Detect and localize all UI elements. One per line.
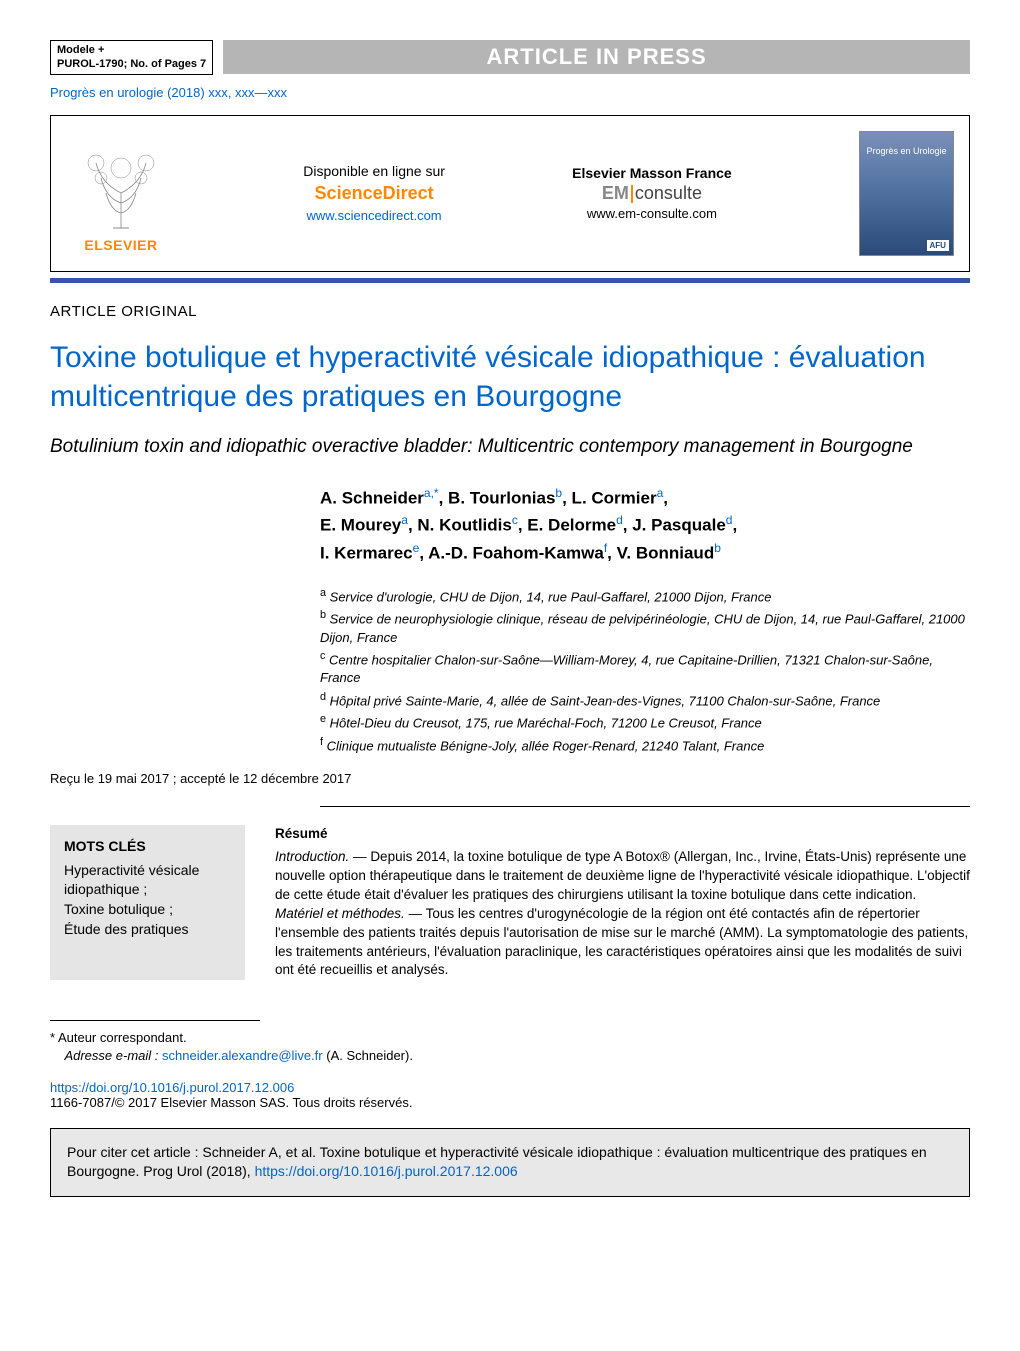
sciencedirect-url[interactable]: www.sciencedirect.com [303, 208, 445, 223]
affiliation-item: e Hôtel-Dieu du Creusot, 175, rue Maréch… [320, 712, 970, 733]
em-masson-label: Elsevier Masson France [572, 165, 732, 181]
cite-doi-link[interactable]: https://doi.org/10.1016/j.purol.2017.12.… [255, 1163, 518, 1179]
elsevier-text: ELSEVIER [84, 237, 157, 253]
affiliation-item: f Clinique mutualiste Bénigne-Joly, allé… [320, 735, 970, 756]
available-label: Disponible en ligne sur [303, 163, 445, 179]
header-bar: Modele + PUROL-1790; No. of Pages 7 ARTI… [50, 40, 970, 75]
keywords-box: MOTS CLÉS Hyperactivité vésicale idiopat… [50, 825, 245, 980]
affiliation-item: d Hôpital privé Sainte-Marie, 4, allée d… [320, 690, 970, 711]
copyright: 1166-7087/© 2017 Elsevier Masson SAS. To… [50, 1095, 412, 1110]
publisher-box: ELSEVIER Disponible en ligne sur Science… [50, 115, 970, 272]
intro-label: Introduction. — [275, 849, 367, 864]
model-line1: Modele + [57, 43, 206, 57]
emconsulte-logo: EM consulte [572, 183, 732, 204]
received-accepted-dates: Reçu le 19 mai 2017 ; accepté le 12 déce… [50, 771, 970, 786]
article-title-en: Botulinium toxin and idiopathic overacti… [50, 434, 970, 460]
doi-block: https://doi.org/10.1016/j.purol.2017.12.… [50, 1080, 970, 1110]
authors-line3: I. Kermarece, A.-D. Foahom-Kamwaf, V. Bo… [320, 539, 970, 566]
citation-box: Pour citer cet article : Schneider A, et… [50, 1128, 970, 1197]
article-title-fr: Toxine botulique et hyperactivité vésica… [50, 338, 970, 416]
model-box: Modele + PUROL-1790; No. of Pages 7 [50, 40, 213, 75]
affiliation-item: a Service d'urologie, CHU de Dijon, 14, … [320, 586, 970, 607]
cover-title: Progrès en Urologie [864, 146, 949, 156]
email-link[interactable]: schneider.alexandre@live.fr [162, 1048, 323, 1063]
corresp-email-line: Adresse e-mail : schneider.alexandre@liv… [50, 1047, 970, 1065]
blue-rule [50, 278, 970, 283]
corresp-label: * Auteur correspondant. [50, 1029, 970, 1047]
email-label: Adresse e-mail : [64, 1048, 158, 1063]
em-left: EM [602, 183, 629, 203]
elsevier-logo: ELSEVIER [66, 133, 176, 253]
divider [320, 806, 970, 807]
journal-cover: Progrès en Urologie AFU [859, 131, 954, 256]
affiliations-block: a Service d'urologie, CHU de Dijon, 14, … [320, 586, 970, 755]
elsevier-tree-icon [71, 143, 171, 233]
afu-badge: AFU [927, 240, 949, 251]
doi-link[interactable]: https://doi.org/10.1016/j.purol.2017.12.… [50, 1080, 294, 1095]
journal-reference: Progrès en urologie (2018) xxx, xxx—xxx [50, 85, 970, 100]
em-bar-icon [631, 185, 633, 203]
emconsulte-block: Elsevier Masson France EM consulte www.em… [572, 165, 732, 221]
abstract-body: Résumé Introduction. — Depuis 2014, la t… [275, 825, 970, 980]
model-line2: PUROL-1790; No. of Pages 7 [57, 57, 206, 71]
footer-separator [50, 1020, 260, 1021]
em-right: consulte [635, 183, 702, 203]
emconsulte-url[interactable]: www.em-consulte.com [572, 206, 732, 221]
abstract-heading: Résumé [275, 825, 970, 844]
press-bar: ARTICLE IN PRESS [223, 40, 970, 74]
intro-text: Depuis 2014, la toxine botulique de type… [275, 849, 970, 902]
authors-line1: A. Schneidera,*, B. Tourloniasb, L. Corm… [320, 484, 970, 511]
corresponding-author: * Auteur correspondant. Adresse e-mail :… [50, 1029, 970, 1065]
article-type: ARTICLE ORIGINAL [50, 303, 970, 320]
abstract-methods: Matériel et méthodes. — Tous les centres… [275, 905, 970, 981]
sciencedirect-block: Disponible en ligne sur ScienceDirect ww… [303, 163, 445, 223]
authors-block: A. Schneidera,*, B. Tourloniasb, L. Corm… [320, 484, 970, 565]
affiliation-item: b Service de neurophysiologie clinique, … [320, 608, 970, 647]
email-name: (A. Schneider). [326, 1048, 413, 1063]
affiliation-item: c Centre hospitalier Chalon-sur-Saône—Wi… [320, 649, 970, 688]
keywords-list: Hyperactivité vésicale idiopathique ; To… [64, 861, 231, 939]
abstract-row: MOTS CLÉS Hyperactivité vésicale idiopat… [50, 825, 970, 980]
keywords-heading: MOTS CLÉS [64, 837, 231, 857]
authors-line2: E. Moureya, N. Koutlidisc, E. Delormed, … [320, 511, 970, 538]
abstract-intro: Introduction. — Depuis 2014, la toxine b… [275, 848, 970, 905]
sciencedirect-logo: ScienceDirect [303, 183, 445, 204]
methods-label: Matériel et méthodes. — [275, 906, 422, 921]
